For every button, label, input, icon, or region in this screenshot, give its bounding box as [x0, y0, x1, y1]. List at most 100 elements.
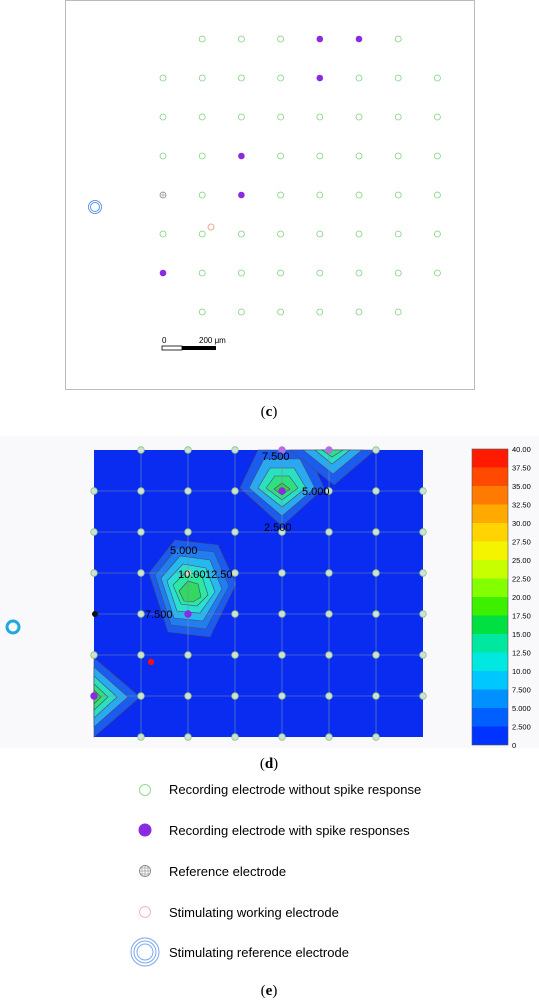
recording-electrode — [277, 152, 285, 160]
panel-d: 7.500 5.000 2.500 5.000 10.00 12.50 7.50… — [0, 436, 539, 772]
heatmap-electrode — [372, 692, 380, 700]
contour-label: 2.500 — [264, 522, 292, 534]
recording-electrode — [198, 35, 206, 43]
recording-electrode — [316, 230, 324, 238]
heatmap-electrode — [278, 446, 286, 454]
colorbar-tick-label: 0 — [512, 741, 516, 750]
recording-electrode — [277, 191, 285, 199]
heatmap-electrode — [278, 610, 286, 618]
recording-electrode — [316, 152, 324, 160]
heatmap-electrode — [137, 651, 145, 659]
heatmap-electrode — [184, 610, 192, 618]
recording-electrode — [277, 74, 285, 82]
recording-electrode — [316, 308, 324, 316]
heatmap-electrode — [372, 651, 380, 659]
heatmap-electrode — [231, 528, 239, 536]
reference-electrode — [159, 191, 167, 199]
contour-label: 5.000 — [302, 486, 330, 498]
heatmap-electrode — [184, 487, 192, 495]
recording-electrode — [355, 308, 363, 316]
recording-electrode — [198, 269, 206, 277]
heatmap-electrode — [419, 651, 427, 659]
recording-electrode — [277, 113, 285, 121]
legend-label-recording-no-spike: Recording electrode without spike respon… — [169, 782, 421, 797]
colorbar-segment — [472, 449, 508, 468]
active-recording-electrode — [316, 74, 324, 82]
recording-electrode — [394, 152, 402, 160]
recording-electrode — [198, 230, 206, 238]
heatmap-electrode — [325, 651, 333, 659]
scale-start-label: 0 — [162, 336, 167, 345]
reference-electrode-icon — [139, 865, 151, 877]
colorbar-segment — [472, 578, 508, 597]
heatmap-electrode — [137, 569, 145, 577]
heatmap-electrode — [372, 569, 380, 577]
heatmap-electrode — [278, 651, 286, 659]
purple-dot-icon — [138, 823, 152, 837]
colorbar-tick-label: 12.50 — [512, 649, 531, 658]
recording-electrode — [237, 230, 245, 238]
colorbar-tick-label: 27.50 — [512, 538, 531, 547]
heatmap-electrode — [278, 733, 286, 741]
colorbar-tick-label: 32.50 — [512, 501, 531, 510]
recording-electrode — [198, 152, 206, 160]
recording-electrode — [237, 74, 245, 82]
contour-label: 7.500 — [262, 451, 290, 463]
recording-electrode — [159, 113, 167, 121]
heatmap-electrode — [231, 651, 239, 659]
recording-electrode — [316, 113, 324, 121]
heatmap-electrode — [372, 446, 380, 454]
heatmap-electrode — [278, 692, 286, 700]
recording-electrode — [433, 113, 441, 121]
colorbar-tick-label: 20.00 — [512, 593, 531, 602]
recording-electrode — [316, 269, 324, 277]
electrode-grid-d — [90, 446, 427, 741]
recording-electrode — [394, 269, 402, 277]
heatmap-electrode — [325, 569, 333, 577]
heatmap-electrode — [184, 569, 192, 577]
heatmap-electrode — [278, 487, 286, 495]
colorbar-segment — [472, 523, 508, 542]
colorbar-segment — [472, 467, 508, 486]
colorbar-segment — [472, 708, 508, 727]
colorbar-tick-label: 17.50 — [512, 612, 531, 621]
stimulating-working-electrode-c — [207, 223, 215, 231]
heatmap-electrode — [325, 692, 333, 700]
heatmap-electrode — [137, 446, 145, 454]
heatmap-electrode — [372, 528, 380, 536]
heatmap-electrode — [325, 487, 333, 495]
heatmap-electrode — [90, 569, 98, 577]
heatmap-electrode — [184, 528, 192, 536]
recording-electrode — [394, 35, 402, 43]
heatmap-electrode — [278, 528, 286, 536]
recording-electrode — [198, 191, 206, 199]
recording-electrode — [355, 269, 363, 277]
recording-electrode — [277, 230, 285, 238]
recording-electrode — [198, 113, 206, 121]
contour-peak-left — [148, 539, 237, 638]
heatmap-electrode — [419, 487, 427, 495]
recording-electrode — [433, 269, 441, 277]
heatmap-electrode — [325, 733, 333, 741]
active-recording-electrode — [238, 152, 245, 160]
colorbar-tick-label: 10.00 — [512, 667, 531, 676]
recording-electrode — [433, 152, 441, 160]
active-recording-electrode — [159, 269, 167, 277]
colorbar-segment — [472, 504, 508, 523]
colorbar-tick-label: 35.00 — [512, 482, 531, 491]
heatmap-electrode — [419, 610, 427, 618]
heatmap-electrode — [278, 569, 286, 577]
colorbar-tick-label: 30.00 — [512, 519, 531, 528]
colorbar-tick-label: 22.50 — [512, 575, 531, 584]
recording-electrode — [355, 230, 363, 238]
recording-electrode — [355, 191, 363, 199]
heatmap-electrode — [184, 733, 192, 741]
legend-label-recording-spike: Recording electrode with spike responses — [169, 823, 410, 838]
colorbar-tick-label: 5.000 — [512, 704, 531, 713]
heatmap-electrode — [90, 692, 98, 700]
heatmap-electrode — [419, 569, 427, 577]
recording-electrode — [159, 74, 167, 82]
heatmap-electrode — [231, 569, 239, 577]
recording-electrode — [433, 74, 441, 82]
heatmap-electrode — [184, 446, 192, 454]
